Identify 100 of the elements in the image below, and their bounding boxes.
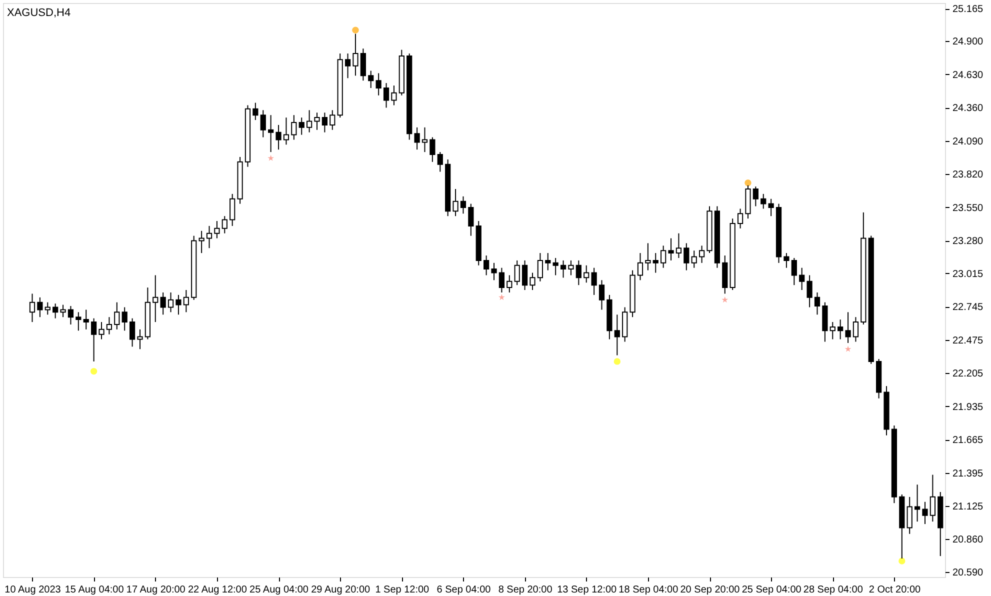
y-tick-label: 21.395 — [952, 468, 984, 480]
candlestick — [906, 496, 912, 534]
y-tick-label: 22.475 — [952, 335, 984, 346]
candlestick — [114, 302, 120, 330]
candlestick — [60, 304, 66, 318]
candlestick — [930, 474, 936, 522]
candlestick — [160, 292, 166, 316]
x-tick-label: 29 Aug 20:00 — [311, 584, 370, 596]
candlestick — [768, 198, 774, 217]
candlestick — [498, 267, 505, 293]
candlestick — [576, 260, 582, 286]
candlestick — [168, 292, 174, 313]
candlestick — [698, 245, 705, 264]
candlestick — [214, 220, 220, 239]
candlestick — [276, 124, 282, 150]
candlestick — [784, 252, 790, 268]
candlestick — [360, 48, 366, 82]
candlestick — [560, 260, 566, 278]
candlestick — [799, 267, 805, 290]
candlestick — [652, 252, 658, 274]
candlestick — [344, 53, 351, 79]
x-tick-label: 1 Sep 12:00 — [375, 584, 430, 596]
candlestick — [491, 262, 497, 281]
candlestick — [637, 252, 644, 281]
point — [898, 558, 906, 564]
candlestick — [44, 302, 50, 316]
candlestick — [314, 112, 320, 130]
candlestick — [530, 272, 536, 290]
candlestick — [83, 309, 89, 330]
candlestick — [522, 260, 528, 290]
point — [498, 294, 505, 300]
candlestick — [614, 314, 620, 356]
y-tick-label: 20.860 — [952, 534, 984, 546]
chart-title: XAGUSD,H4 — [7, 7, 71, 19]
candlestick — [230, 193, 236, 226]
candlestick — [414, 126, 420, 150]
candlestick — [552, 257, 558, 276]
x-tick-label: 20 Sep 20:00 — [680, 584, 740, 596]
candlestick — [691, 250, 697, 268]
candlestick — [838, 319, 844, 340]
x-tick-label: 15 Aug 04:00 — [64, 584, 124, 596]
y-tick-label: 23.015 — [952, 268, 984, 280]
candlestick — [545, 252, 551, 271]
x-tick-label: 17 Aug 20:00 — [126, 584, 186, 596]
candlestick — [206, 225, 212, 249]
candlestick — [106, 316, 112, 335]
candlestick — [598, 280, 605, 310]
candlestick — [752, 186, 758, 207]
x-tick-label: 10 Aug 2023 — [4, 584, 62, 596]
y-tick-label: 23.280 — [952, 236, 984, 248]
candlestick — [176, 294, 182, 316]
candlestick — [252, 102, 258, 121]
candlestick — [452, 188, 458, 217]
point — [614, 358, 620, 365]
candlestick — [852, 316, 859, 342]
candlestick — [183, 290, 189, 313]
candlestick — [129, 318, 136, 348]
candlestick — [437, 152, 443, 172]
y-tick-label: 23.820 — [952, 170, 984, 181]
candlestick — [484, 255, 490, 276]
candlestick — [668, 238, 674, 261]
x-tick-label: 25 Aug 04:00 — [250, 584, 309, 596]
candlestick — [737, 208, 744, 229]
candlestick — [391, 85, 397, 106]
candlestick — [684, 242, 690, 271]
y-tick-label: 22.205 — [952, 368, 984, 380]
x-tick-label: 22 Aug 12:00 — [188, 584, 248, 596]
candlestick — [137, 328, 143, 350]
y-tick-label: 21.935 — [952, 402, 984, 413]
x-tick-label: 8 Sep 20:00 — [498, 584, 553, 596]
candlestick — [468, 203, 474, 236]
candlestick — [368, 70, 374, 88]
candlestick — [568, 260, 574, 276]
candlestick — [76, 312, 82, 332]
y-tick-label: 24.630 — [952, 70, 984, 81]
candlestick — [29, 293, 36, 323]
candlestick — [830, 322, 836, 340]
candlestick — [584, 264, 590, 284]
y-tick-label: 21.665 — [952, 435, 984, 446]
point — [744, 179, 752, 186]
candlestick — [460, 196, 466, 214]
candlestick — [376, 72, 382, 96]
candlestick — [52, 303, 58, 319]
point — [722, 296, 728, 303]
candlestick — [914, 484, 920, 522]
candlestick — [283, 117, 290, 146]
y-tick-label: 20.590 — [952, 568, 984, 579]
candlestick — [537, 252, 543, 282]
candlestick — [645, 242, 651, 271]
candlestick — [383, 82, 390, 108]
candlestick — [352, 33, 358, 76]
y-tick-label: 24.090 — [952, 136, 984, 148]
candlestick — [222, 216, 228, 234]
candlestick — [37, 296, 43, 318]
candlestick — [260, 110, 266, 138]
y-tick-label: 25.165 — [952, 4, 984, 16]
x-tick-label: 28 Sep 04:00 — [803, 584, 864, 596]
candlestick — [152, 274, 158, 323]
candlestick — [922, 501, 928, 525]
y-tick-label: 21.125 — [952, 502, 984, 513]
